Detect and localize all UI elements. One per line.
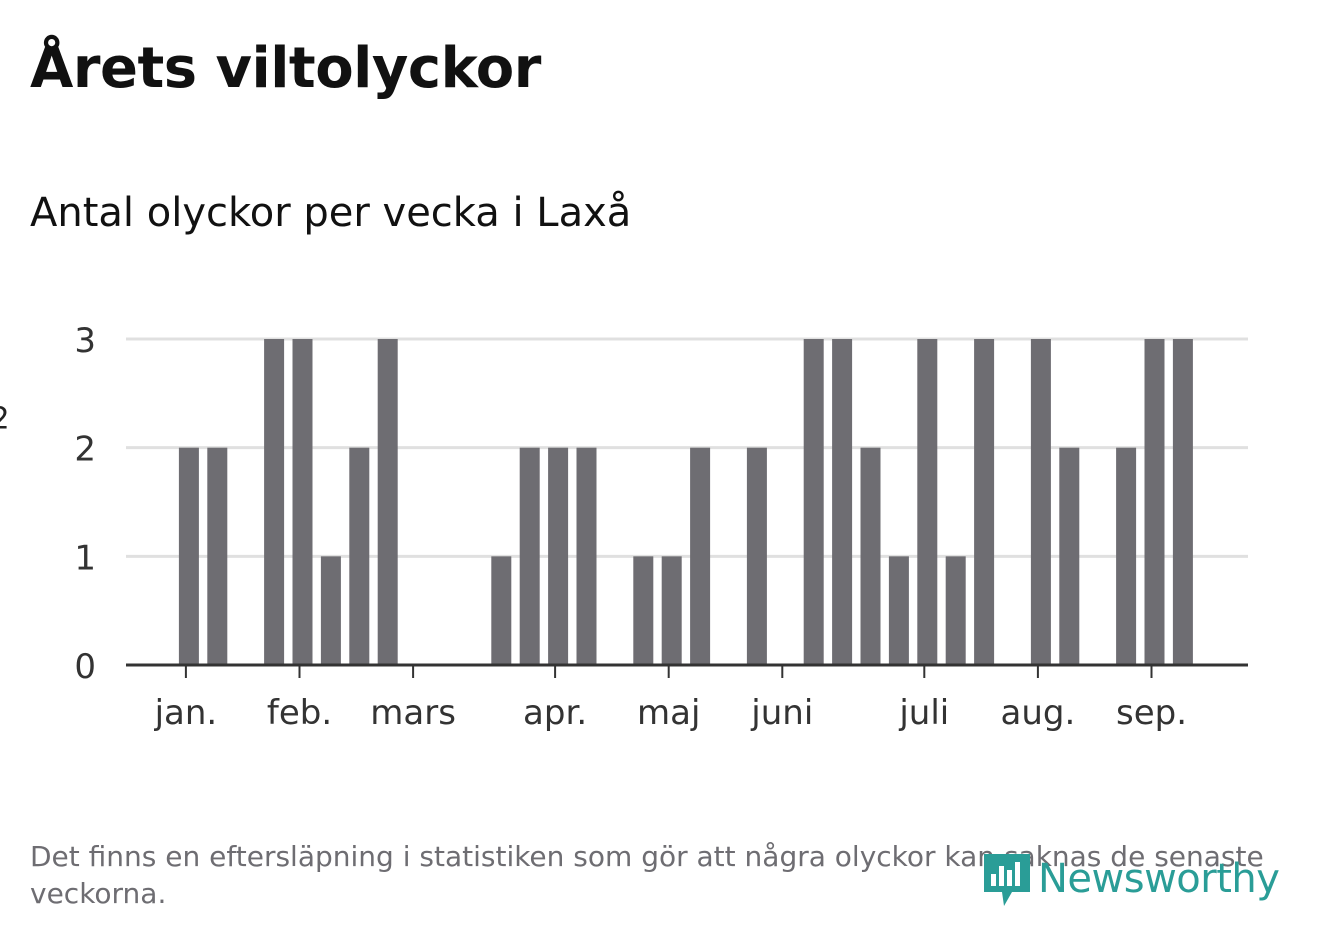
bar [519, 447, 540, 665]
bar [1172, 339, 1193, 665]
bar [207, 447, 228, 665]
x-tick-label: feb. [267, 693, 332, 733]
y-tick-label: 1 [74, 538, 96, 578]
bar [1116, 447, 1137, 665]
bar [746, 447, 767, 665]
bar [1030, 339, 1051, 665]
x-tick-label: maj [637, 693, 700, 733]
chart-title: Årets viltolyckor [30, 36, 541, 101]
x-tick-label: sep. [1116, 693, 1187, 733]
bar [661, 556, 682, 665]
bar [633, 556, 654, 665]
brand-name: Newsworthy [1038, 856, 1280, 902]
chart-subtitle: Antal olyckor per vecka i Laxå [30, 190, 632, 236]
x-tick-label: aug. [1001, 693, 1076, 733]
footnote: Det finns en eftersläpning i statistiken… [30, 840, 1264, 910]
y-tick-label: 3 [74, 321, 96, 361]
bar [264, 339, 285, 665]
y-tick-label: 2 [74, 430, 96, 470]
x-tick-label: juli [898, 693, 949, 733]
bar [860, 447, 881, 665]
bar [1144, 339, 1165, 665]
bar [690, 447, 711, 665]
bar [576, 447, 597, 665]
newsworthy-logo-icon [984, 854, 1030, 906]
bar [832, 339, 853, 665]
bar [917, 339, 938, 665]
bar [377, 339, 398, 665]
x-tick-label: apr. [523, 693, 587, 733]
x-tick-label: juni [750, 693, 813, 733]
bar [803, 339, 824, 665]
data-label: 2 [0, 402, 10, 437]
bar [292, 339, 313, 665]
x-tick-label: jan. [154, 693, 218, 733]
x-tick-label: mars [370, 693, 456, 733]
bar [1059, 447, 1080, 665]
bar-chart: 0 1 2 3 2 jan. feb. mars apr. maj juni juli aug. sep. [0, 321, 1248, 733]
bar [349, 447, 370, 665]
bar [491, 556, 512, 665]
bar [548, 447, 569, 665]
y-tick-label: 0 [74, 647, 96, 687]
bar [888, 556, 909, 665]
bar [974, 339, 995, 665]
bar [178, 447, 199, 665]
bar [945, 556, 966, 665]
newsworthy-logo: Newsworthy [982, 848, 1280, 910]
bar [320, 556, 341, 665]
